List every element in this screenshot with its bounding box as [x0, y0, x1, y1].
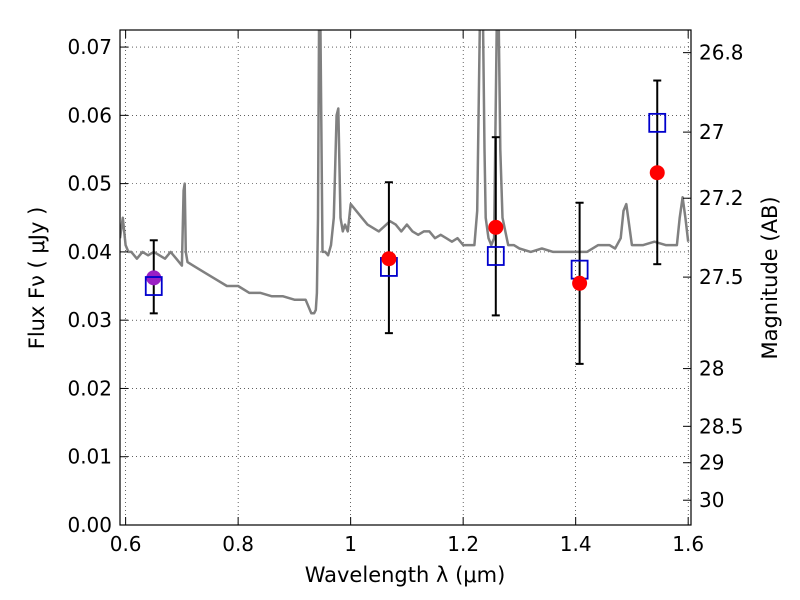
data-point-circle [649, 165, 665, 181]
mag-tick-label: 27 [699, 120, 724, 144]
mag-tick-label: 26.8 [699, 41, 744, 65]
y-tick-label: 0.00 [67, 513, 112, 537]
x-tick-label: 1 [344, 532, 357, 556]
x-axis-label: Wavelength λ (μm) [305, 563, 506, 587]
y-axis-left: 0.00 0.01 0.02 0.03 0.04 0.05 0.06 0.07 [67, 35, 128, 537]
y-axis-right: 26.8 27 27.2 27.5 28 28.5 29 30 [683, 41, 744, 512]
mag-tick-label: 27.5 [699, 265, 744, 289]
data-point-square [648, 112, 667, 133]
y-tick-label: 0.01 [67, 445, 112, 469]
mag-tick-label: 27.2 [699, 186, 744, 210]
mag-tick-label: 28.5 [699, 414, 744, 438]
mag-tick-label: 28 [699, 357, 724, 381]
y-tick-label: 0.06 [67, 103, 112, 127]
x-tick-label: 0.8 [222, 532, 254, 556]
grid-lines [120, 30, 691, 526]
x-tick-label: 0.6 [110, 532, 142, 556]
x-tick-label: 1.6 [672, 532, 704, 556]
data-point-square [486, 246, 505, 266]
y-tick-label: 0.05 [67, 172, 112, 196]
x-axis: 0.6 0.8 1 1.2 1.4 1.6 [110, 30, 704, 556]
y-tick-label: 0.07 [67, 35, 112, 59]
plot-background [120, 30, 691, 525]
data-point-square [144, 276, 163, 296]
y-tick-label: 0.02 [67, 376, 112, 400]
data-point-circle [488, 219, 504, 235]
data-point-circle [381, 251, 397, 267]
y-tick-label: 0.03 [67, 308, 112, 332]
spectrum-line [120, 30, 690, 315]
marker-layer [144, 112, 667, 296]
data-point-circle [572, 275, 588, 291]
y-axis-label: Flux Fν ( μJy ) [25, 207, 49, 350]
mag-tick-label: 29 [699, 451, 724, 475]
x-tick-label: 1.4 [560, 532, 592, 556]
y2-axis-label: Magnitude (AB) [758, 196, 782, 359]
mag-tick-label: 30 [699, 488, 724, 512]
y-tick-label: 0.04 [67, 240, 112, 264]
x-tick-label: 1.2 [447, 532, 479, 556]
spectrum-layer [120, 30, 690, 315]
